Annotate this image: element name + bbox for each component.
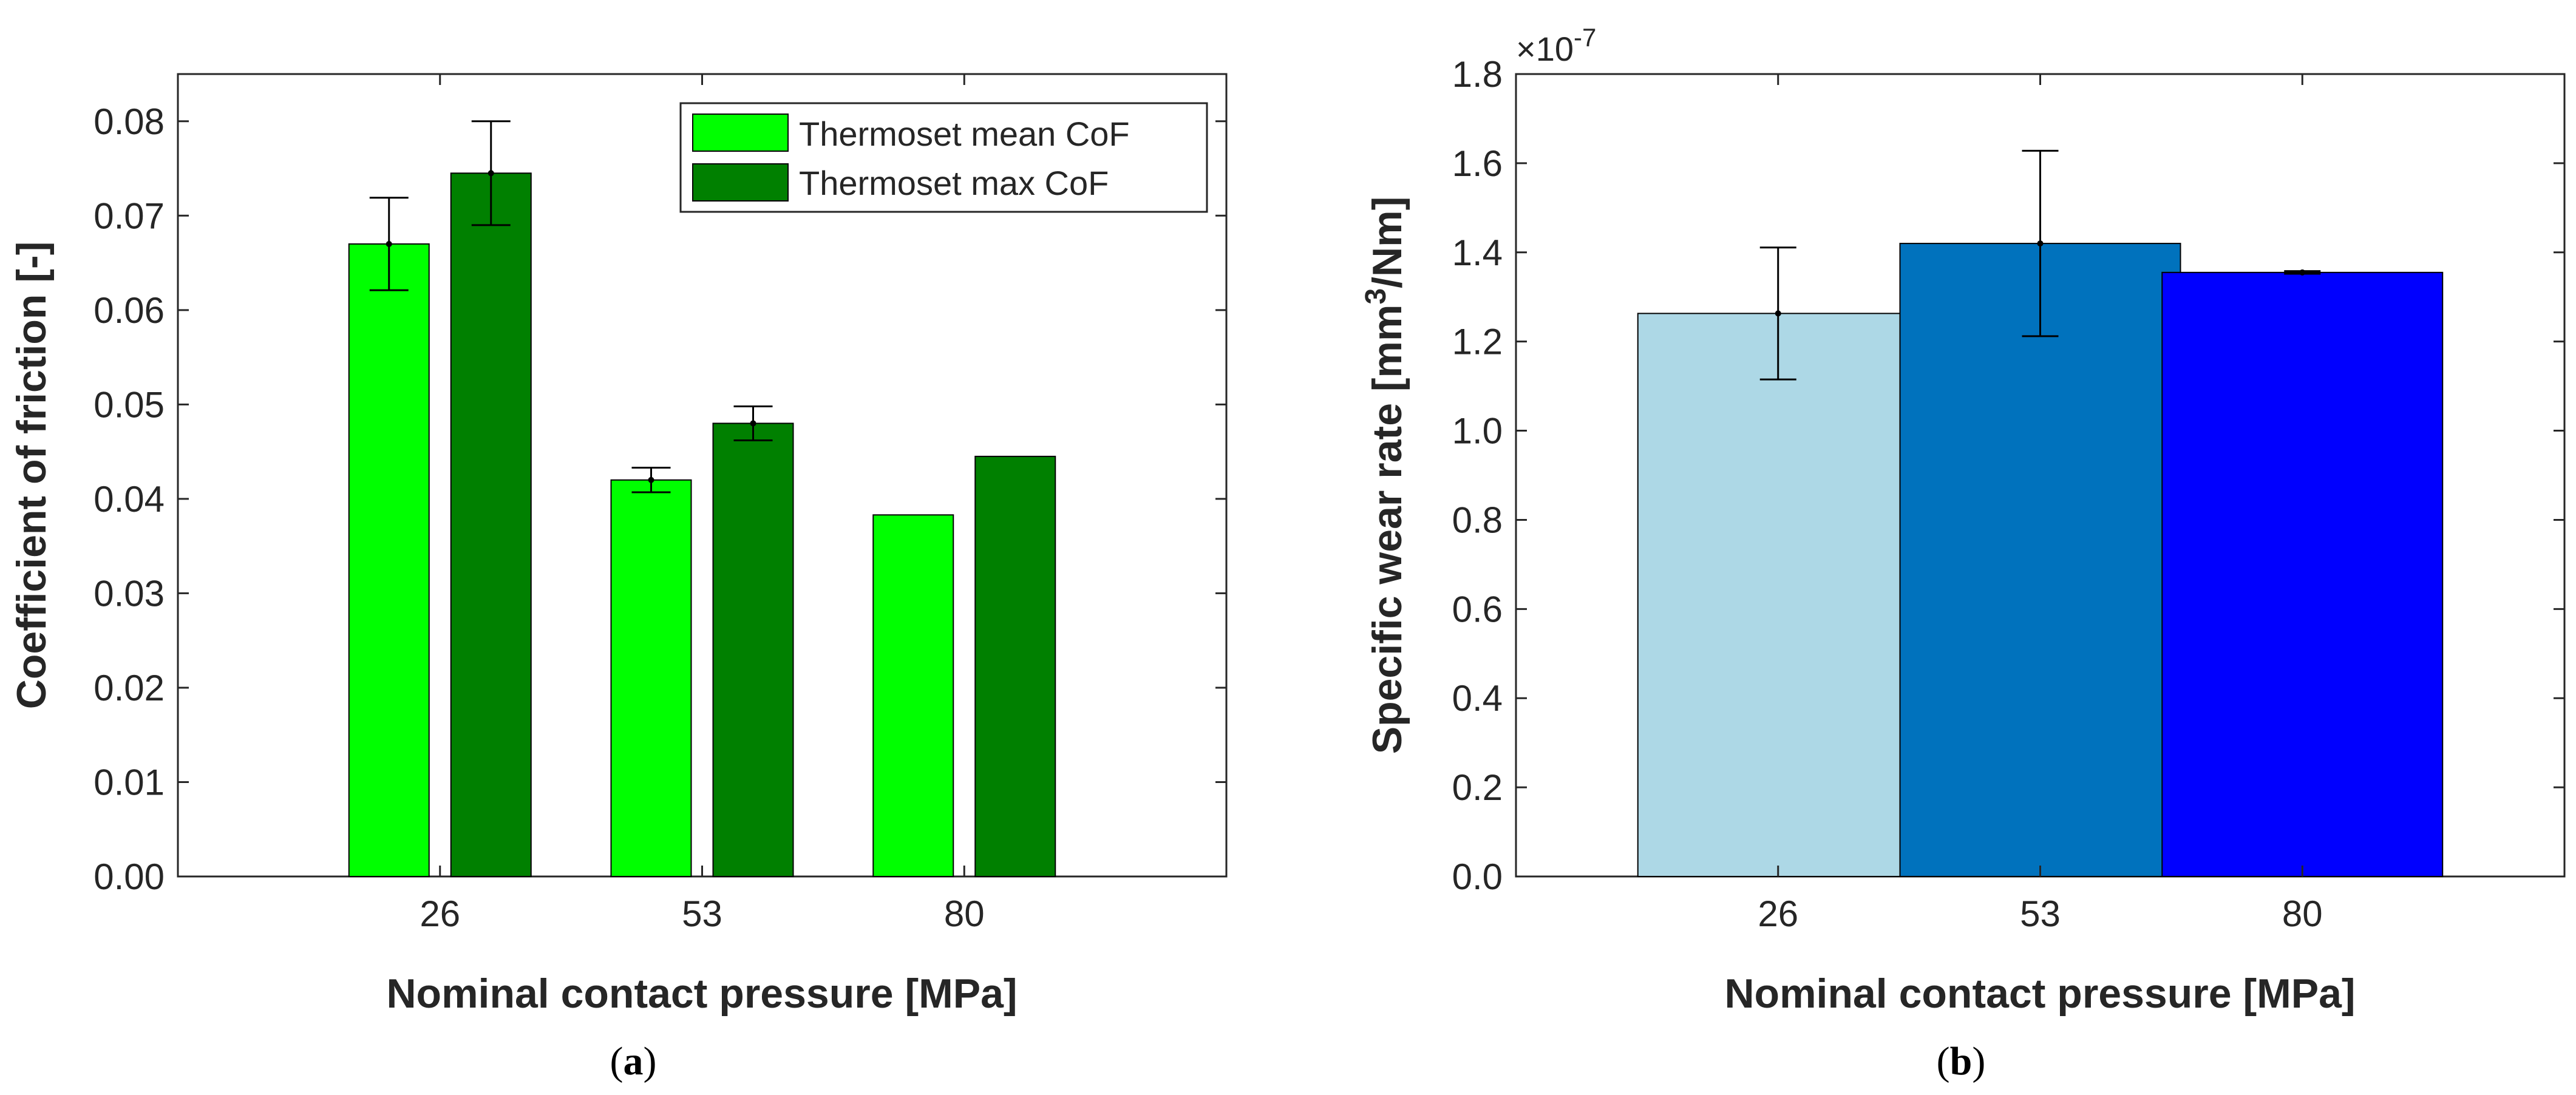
- x-tick-label: 80: [944, 893, 985, 934]
- y-tick-label: 1.4: [1452, 232, 1503, 273]
- y-tick-label: 1.8: [1452, 54, 1503, 95]
- x-tick-label: 80: [2282, 893, 2323, 934]
- bar-max-53: [712, 422, 794, 877]
- y-tick-label: 0.08: [93, 101, 165, 142]
- bar-mean-53: [610, 479, 692, 877]
- y-axis-ticks-b: 0.0 0.2 0.4 0.6 0.8 1.0 1.2 1.4 1.6 1.8: [1452, 54, 2564, 897]
- y-tick-label: 0.2: [1452, 767, 1503, 808]
- y-tick-label: 0.4: [1452, 678, 1503, 719]
- bar-wear-80: [2161, 271, 2444, 878]
- y-tick-label: 1.6: [1452, 143, 1503, 184]
- error-center-dot: [386, 240, 392, 247]
- y-tick-label: 0.00: [93, 856, 165, 897]
- y-tick-label: 1.0: [1452, 411, 1503, 452]
- y-tick-label: 0.02: [93, 668, 165, 708]
- legend-label-mean: Thermoset mean CoF: [799, 115, 1130, 153]
- axis-multiplier-b: ×10-7: [1516, 23, 1596, 68]
- error-center-dot: [2037, 240, 2044, 247]
- bar-mean-80: [872, 514, 954, 877]
- legend-label-max: Thermoset max CoF: [799, 164, 1109, 202]
- error-bars-group-b: [1759, 149, 2321, 381]
- y-tick-label: 1.2: [1452, 322, 1503, 362]
- error-center-dot: [2299, 269, 2306, 276]
- error-bars-group-a: [369, 120, 773, 493]
- bar-max-80: [974, 455, 1056, 877]
- legend-a: Thermoset mean CoF Thermoset max CoF: [679, 102, 1208, 213]
- panel-label-a: (a): [610, 1039, 657, 1083]
- x-axis-title-b: Nominal contact pressure [MPa]: [1724, 971, 2355, 1017]
- x-axis-ticks-a: 26 53 80: [420, 74, 985, 934]
- x-tick-label: 53: [2020, 893, 2061, 934]
- chart-panel-b: 0.0 0.2 0.4 0.6 0.8 1.0 1.2 1.4 1.6 1.8 26 53 80 ×1…: [1360, 23, 2566, 1083]
- y-tick-label: 0.0: [1452, 856, 1503, 897]
- y-tick-label: 0.6: [1452, 589, 1503, 629]
- y-axis-title-b: Specific wear rate [mm3/Nm]: [1360, 197, 1410, 754]
- y-axis-title-a: Coefficient of friction [-]: [8, 242, 55, 710]
- error-center-dot: [750, 420, 756, 427]
- bars-group-b: [1637, 243, 2444, 878]
- bar-max-26: [450, 172, 532, 877]
- bar-wear-26: [1637, 313, 1919, 877]
- x-axis-title-a: Nominal contact pressure [MPa]: [386, 971, 1017, 1017]
- legend-swatch-mean: [692, 114, 789, 152]
- x-tick-label: 53: [682, 893, 722, 934]
- error-center-dot: [648, 476, 654, 483]
- y-tick-label: 0.8: [1452, 500, 1503, 540]
- chart-panel-a: 0.00 0.01 0.02 0.03 0.04 0.05 0.06 0.07 0.08 26 5…: [8, 73, 1228, 1083]
- y-tick-label: 0.05: [93, 384, 165, 425]
- error-center-dot: [488, 170, 494, 177]
- legend-swatch-max: [692, 163, 789, 202]
- x-axis-ticks-b: 26 53 80: [1758, 74, 2323, 934]
- y-tick-label: 0.07: [93, 195, 165, 236]
- bar-mean-26: [348, 243, 430, 878]
- y-tick-label: 0.04: [93, 479, 165, 520]
- y-axis-ticks-a: 0.00 0.01 0.02 0.03 0.04 0.05 0.06 0.07 0.08: [93, 101, 1226, 897]
- y-tick-label: 0.01: [93, 762, 165, 802]
- y-tick-label: 0.03: [93, 573, 165, 614]
- bars-group-a: [348, 172, 1056, 878]
- x-tick-label: 26: [1758, 893, 1798, 934]
- y-tick-label: 0.06: [93, 290, 165, 331]
- panel-label-b: (b): [1937, 1039, 1986, 1083]
- bar-wear-53: [1899, 243, 2181, 878]
- x-tick-label: 26: [420, 893, 460, 934]
- error-center-dot: [1775, 310, 1781, 317]
